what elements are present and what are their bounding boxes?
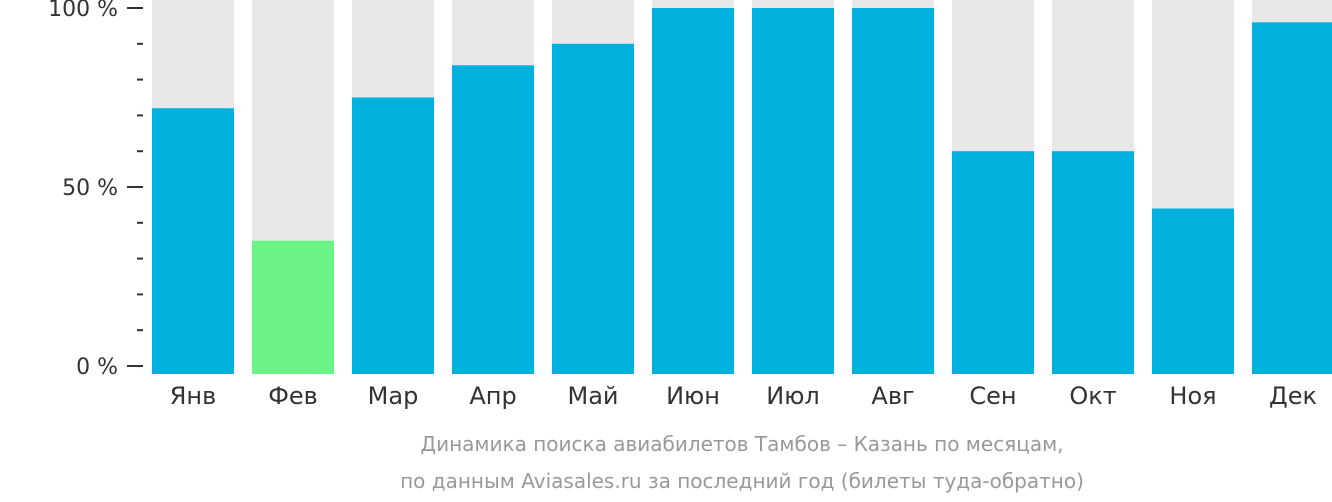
bar-10 [1152,208,1234,374]
x-axis-labels: Янв Фев Мар Апр Май Июн Июл Авг Сен Окт Ноя Дек [170,382,1317,410]
bar-7 [852,8,934,374]
bar-4 [552,43,634,375]
bar-2 [352,97,434,374]
x-tick-label-1: Фев [268,382,318,410]
caption-line-2: по данным Aviasales.ru за последний год … [400,469,1084,493]
bar-6 [752,8,834,374]
x-tick-label-9: Окт [1069,382,1116,410]
bar-9 [1052,151,1134,374]
bar-3 [452,65,534,374]
x-tick-label-2: Мар [368,382,419,410]
bar-8 [952,151,1034,374]
x-tick-label-6: Июл [766,382,820,410]
x-tick-label-10: Ноя [1169,382,1216,410]
bar-1 [252,240,334,374]
y-tick-label-2: 100 % [48,0,118,22]
chart-caption: Динамика поиска авиабилетов Тамбов – Каз… [400,432,1084,493]
caption-line-1: Динамика поиска авиабилетов Тамбов – Каз… [420,432,1063,456]
x-tick-label-3: Апр [469,382,516,410]
bar-0 [152,108,234,375]
y-axis: 0 % 50 % 100 % [48,0,143,380]
bar-5 [652,8,734,374]
y-tick-label-0: 0 % [76,355,118,380]
x-tick-label-11: Дек [1269,382,1317,410]
data-bars [152,8,1332,375]
x-tick-label-4: Май [567,382,618,410]
y-tick-label-1: 50 % [62,176,118,201]
bar-11 [1252,22,1332,374]
x-tick-label-8: Сен [969,382,1016,410]
x-tick-label-0: Янв [170,382,217,410]
x-tick-label-7: Авг [871,382,914,410]
x-tick-label-5: Июн [666,382,720,410]
